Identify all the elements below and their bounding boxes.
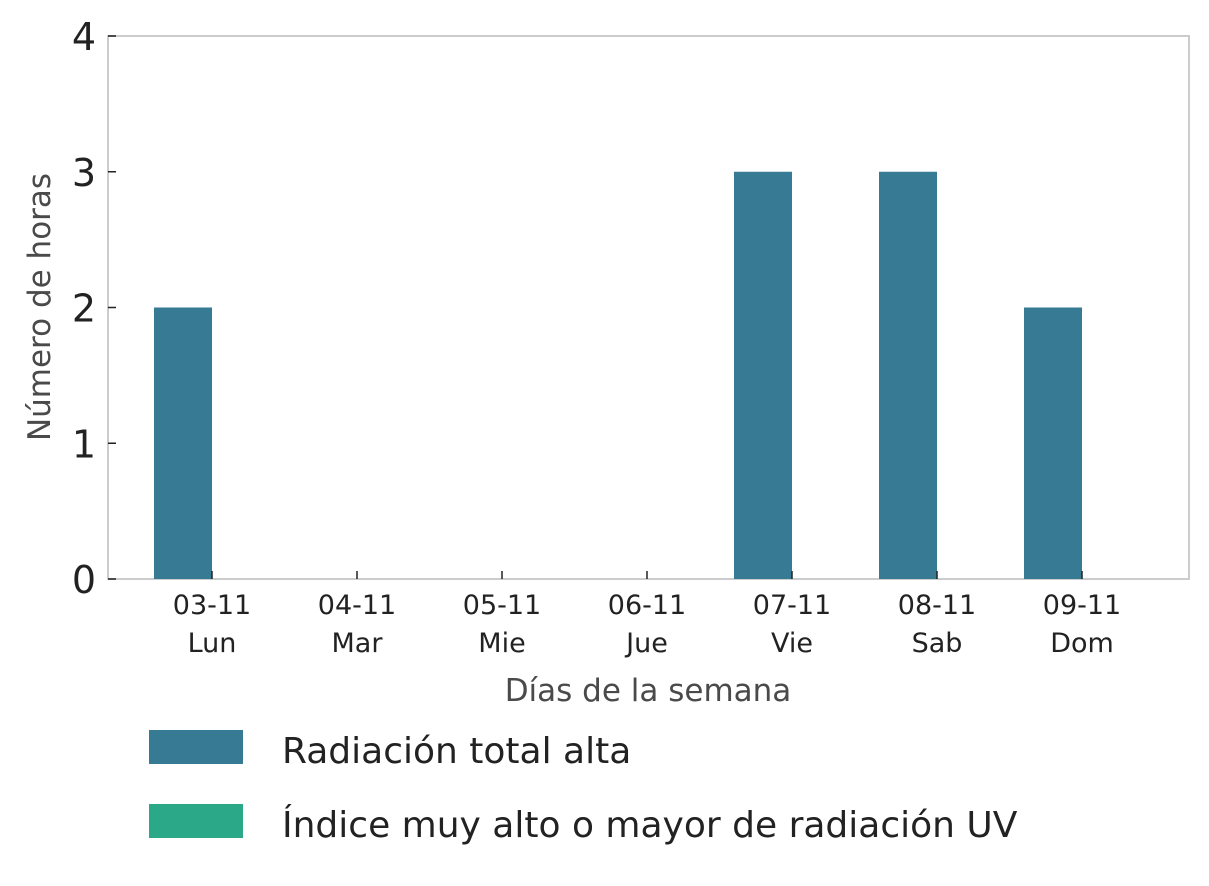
legend-swatch-radiacion-total xyxy=(149,730,243,764)
x-tick-day: Dom xyxy=(1050,628,1114,659)
legend-label-radiacion-total: Radiación total alta xyxy=(282,731,631,772)
y-tick-label: 1 xyxy=(72,422,96,466)
legend: Radiación total alta Índice muy alto o m… xyxy=(149,730,1018,846)
y-tick-label: 2 xyxy=(72,287,96,331)
x-tick-day: Mie xyxy=(478,628,525,659)
bar-series0-lun xyxy=(154,307,212,579)
y-axis: 0 1 2 3 4 xyxy=(72,15,116,602)
y-tick-label: 0 xyxy=(72,558,96,602)
bar-series0-vie xyxy=(734,171,792,579)
x-tick-date: 05-11 xyxy=(463,590,541,621)
bar-series0-sab xyxy=(879,171,937,579)
x-tick-date: 06-11 xyxy=(608,590,686,621)
bars xyxy=(154,171,1082,579)
x-axis-label: Días de la semana xyxy=(505,673,792,709)
x-tick-day: Lun xyxy=(188,628,237,659)
x-tick-date: 08-11 xyxy=(898,590,976,621)
x-axis: 03-11 Lun 04-11 Mar 05-11 Mie 06-11 Jue 07-11 Vie… xyxy=(173,571,1121,659)
x-tick-day: Vie xyxy=(771,628,813,659)
x-tick-day: Jue xyxy=(624,628,668,659)
y-axis-label: Número de horas xyxy=(22,173,58,441)
y-tick-label: 4 xyxy=(72,15,96,59)
x-tick-day: Sab xyxy=(912,628,963,659)
bar-series0-dom xyxy=(1024,307,1082,579)
x-tick-date: 07-11 xyxy=(753,590,831,621)
x-tick-date: 03-11 xyxy=(173,590,251,621)
x-tick-day: Mar xyxy=(332,628,384,659)
x-tick-date: 04-11 xyxy=(318,590,396,621)
y-tick-label: 3 xyxy=(72,151,96,195)
legend-swatch-indice-uv xyxy=(149,804,243,838)
legend-label-indice-uv: Índice muy alto o mayor de radiación UV xyxy=(282,804,1018,846)
x-tick-date: 09-11 xyxy=(1043,590,1121,621)
